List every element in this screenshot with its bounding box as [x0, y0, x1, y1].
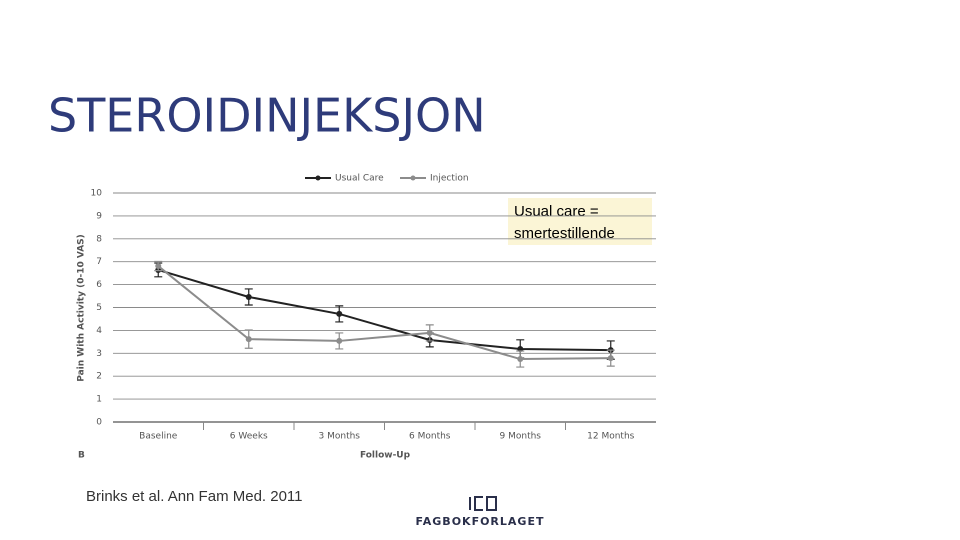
note-line: smertestillende: [514, 225, 615, 242]
data-point: [245, 336, 252, 343]
data-point: [607, 355, 614, 362]
data-point: [426, 329, 433, 336]
x-tick-label: Baseline: [139, 432, 178, 442]
legend-marker: [410, 175, 416, 181]
logo-text: FAGBOKFORLAGET: [416, 515, 545, 528]
y-tick-label: 2: [96, 372, 102, 382]
y-tick-label: 5: [96, 303, 102, 313]
panel-label: B: [78, 451, 85, 461]
legend-marker: [315, 175, 321, 181]
legend-label: Usual Care: [335, 174, 384, 184]
series-line: [157, 265, 611, 361]
y-tick-label: 9: [96, 211, 102, 221]
citation: Brinks et al. Ann Fam Med. 2011: [86, 488, 303, 505]
note-box: [508, 198, 652, 245]
x-tick-label: 6 Months: [409, 432, 451, 442]
note-line: Usual care =: [514, 203, 599, 220]
x-tick-label: 3 Months: [319, 432, 361, 442]
x-tick-label: 12 Months: [587, 432, 635, 442]
logo-icon: [469, 496, 497, 511]
data-point: [336, 337, 343, 344]
series-line: [157, 268, 611, 352]
slide-title: STEROIDINJEKSJON: [48, 89, 486, 143]
data-point: [336, 310, 343, 317]
data-point: [245, 293, 252, 300]
data-point: [155, 263, 162, 270]
x-axis-label: Follow-Up: [360, 451, 411, 461]
y-tick-label: 1: [96, 395, 102, 405]
data-point: [517, 356, 524, 363]
y-tick-label: 4: [96, 326, 102, 336]
x-tick-label: 9 Months: [500, 432, 542, 442]
y-tick-label: 7: [96, 257, 102, 267]
y-tick-label: 3: [96, 349, 102, 359]
y-tick-label: 10: [91, 189, 103, 199]
x-tick-label: 6 Weeks: [230, 432, 268, 442]
y-axis-label: Pain With Activity (0-10 VAS): [77, 234, 87, 382]
legend-label: Injection: [430, 174, 469, 184]
y-tick-label: 8: [96, 234, 102, 244]
y-tick-label: 0: [96, 418, 102, 428]
y-tick-label: 6: [96, 280, 102, 290]
